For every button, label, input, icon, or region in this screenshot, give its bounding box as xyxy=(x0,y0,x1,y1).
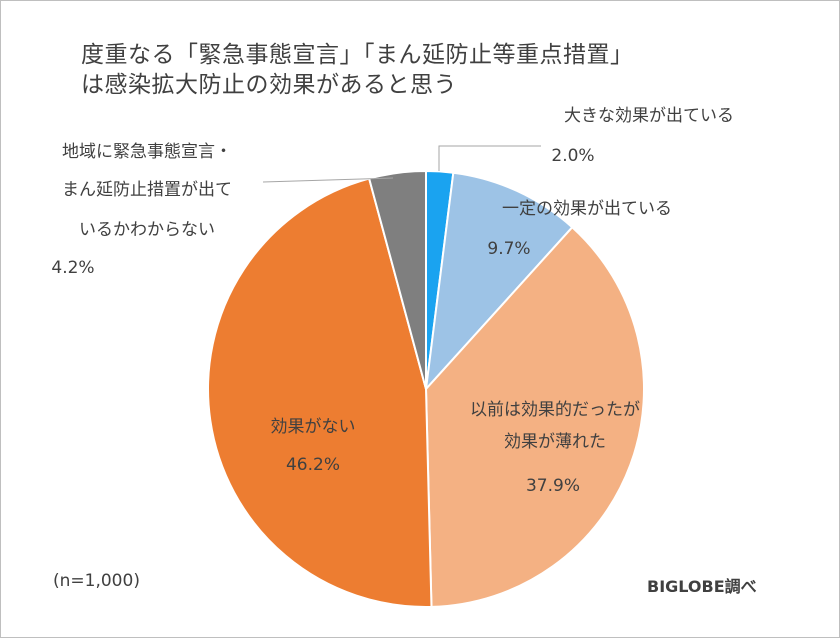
pie-slice-3 xyxy=(424,225,645,608)
slice-label-5-line-1: 地域に緊急事態宣言・ xyxy=(62,142,232,162)
slice-value-label-2: 9.7% xyxy=(487,239,530,259)
sample-size-note: (n=1,000) xyxy=(53,571,140,591)
slice-value-label-5: 4.2% xyxy=(51,258,94,278)
slice-value-label-3: 37.9% xyxy=(526,476,580,496)
slice-label-5-line-3: いるかわからない xyxy=(79,220,215,240)
pie-slice-2 xyxy=(424,171,574,393)
slice-label-3-line-1: 以前は効果的だったが xyxy=(470,400,640,420)
pie-slice-4 xyxy=(207,177,433,608)
slice-label-4-line-1: 効果がない xyxy=(271,417,356,437)
slice-label-3-line-2: 効果が薄れた xyxy=(504,432,606,452)
leader-line-1 xyxy=(438,145,541,171)
slice-label-1-line-1: 大きな効果が出ている xyxy=(564,106,734,126)
source-credit: BIGLOBE調べ xyxy=(647,577,757,596)
slice-label-5-line-2: まん延防止措置が出て xyxy=(62,180,232,200)
slice-value-label-1: 2.0% xyxy=(551,146,594,166)
chart-title-line-1: 度重なる「緊急事態宣言」「まん延防止等重点措置」 xyxy=(81,42,634,68)
chart-title-line-2: は感染拡大防止の効果があると思う xyxy=(81,72,457,98)
leader-line-5 xyxy=(262,177,394,183)
slice-label-2-line-1: 一定の効果が出ている xyxy=(502,199,672,219)
slice-value-label-4: 46.2% xyxy=(286,455,340,475)
